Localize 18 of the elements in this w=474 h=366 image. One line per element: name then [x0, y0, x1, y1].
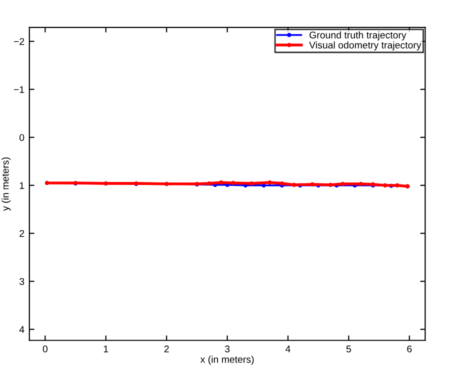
x-tick-label: 4: [286, 346, 290, 352]
y-tick-label: 1: [20, 182, 24, 189]
y-axis-title: y (in meters): [2, 158, 11, 211]
y-tick-label: −2: [14, 38, 24, 45]
legend-label: Visual odometry trajectory: [309, 41, 422, 50]
y-tick-label: 4: [19, 326, 24, 333]
y-tick-label: 2: [20, 230, 24, 237]
x-tick-label: 2: [164, 346, 169, 352]
legend-label: Ground truth trajectory: [310, 31, 406, 40]
x-tick-label: 1: [104, 346, 108, 352]
y-tick-label: −1: [14, 86, 24, 93]
x-axis-title: x (in meters): [200, 356, 254, 365]
x-tick-label: 3: [224, 346, 230, 352]
y-tick-label: 0: [20, 134, 24, 141]
x-tick-label: 5: [346, 346, 351, 352]
x-tick-label: 0: [42, 346, 48, 352]
y-tick-label: 3: [19, 278, 24, 285]
x-tick-label: 6: [407, 346, 412, 352]
